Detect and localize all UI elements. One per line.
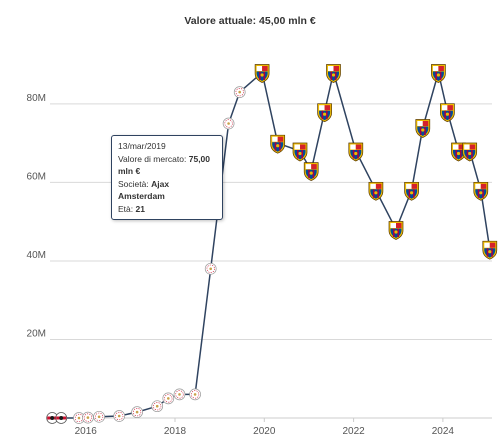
y-tick-label: 80M [27,93,46,104]
data-point-barcelona[interactable] [388,221,404,240]
data-point-ajax[interactable] [189,388,201,401]
data-point-ajax[interactable] [162,392,175,405]
data-point-ajax[interactable] [173,388,186,401]
x-tick-label: 2022 [342,426,365,437]
data-point-barcelona[interactable] [415,119,431,138]
data-points [46,64,498,424]
data-point-barcelona[interactable] [473,181,489,201]
data-point-barcelona[interactable] [348,142,364,162]
tooltip-age: 21 [135,203,145,214]
x-tick-label: 2020 [253,426,276,437]
tooltip-club: Ajax Amsterdam [118,178,170,202]
tooltip-value: 75,00 mln € [118,153,211,177]
data-tooltip: 13/mar/2019 Valore di mercato: 75,00 mln… [111,135,223,220]
data-point-barcelona[interactable] [451,142,466,162]
data-point-barcelona[interactable] [482,240,498,260]
data-point-ajax[interactable] [93,410,105,423]
x-axis-ticks: 2016 2018 2020 2022 2024 [75,418,455,437]
data-point-barcelona[interactable] [270,134,286,154]
data-point-ajax[interactable] [233,86,246,98]
x-tick-label: 2018 [164,426,187,437]
data-point-ajax[interactable] [82,411,94,424]
data-point-ajax[interactable] [222,117,235,130]
data-point-barcelona[interactable] [254,64,270,83]
y-tick-label: 40M [27,250,46,261]
x-tick-label: 2024 [432,426,455,437]
y-tick-label: 20M [27,328,46,339]
y-tick-label: 60M [27,171,46,182]
tooltip-age-label: Età: [118,203,134,214]
data-point-barcelona[interactable] [440,103,455,123]
data-point-other-club[interactable] [55,412,68,424]
data-point-ajax[interactable] [131,406,143,418]
data-point-barcelona[interactable] [462,142,478,162]
y-axis-ticks: 20M 40M 60M 80M [27,93,46,340]
data-point-ajax[interactable] [151,400,164,413]
tooltip-value-label: Valore di mercato: [118,153,187,164]
tooltip-club-row: Società: Ajax Amsterdam [118,178,216,203]
data-point-barcelona[interactable] [326,64,341,83]
data-point-barcelona[interactable] [292,142,308,162]
data-point-other-club[interactable] [46,412,59,424]
data-point-barcelona[interactable] [317,103,332,123]
data-point-barcelona[interactable] [368,181,384,201]
tooltip-value-row: Valore di mercato: 75,00 mln € [118,153,216,178]
data-point-ajax[interactable] [113,410,126,422]
chart-title: Valore attuale: 45,00 mln € [184,15,315,27]
tooltip-age-row: Età: 21 [118,203,216,216]
data-point-barcelona[interactable] [404,181,419,201]
tooltip-club-label: Società: [118,178,149,189]
data-point-barcelona[interactable] [431,64,446,83]
data-point-ajax[interactable] [204,262,217,275]
tooltip-date: 13/mar/2019 [118,141,166,151]
data-point-barcelona[interactable] [303,162,319,181]
x-tick-label: 2016 [75,426,98,437]
